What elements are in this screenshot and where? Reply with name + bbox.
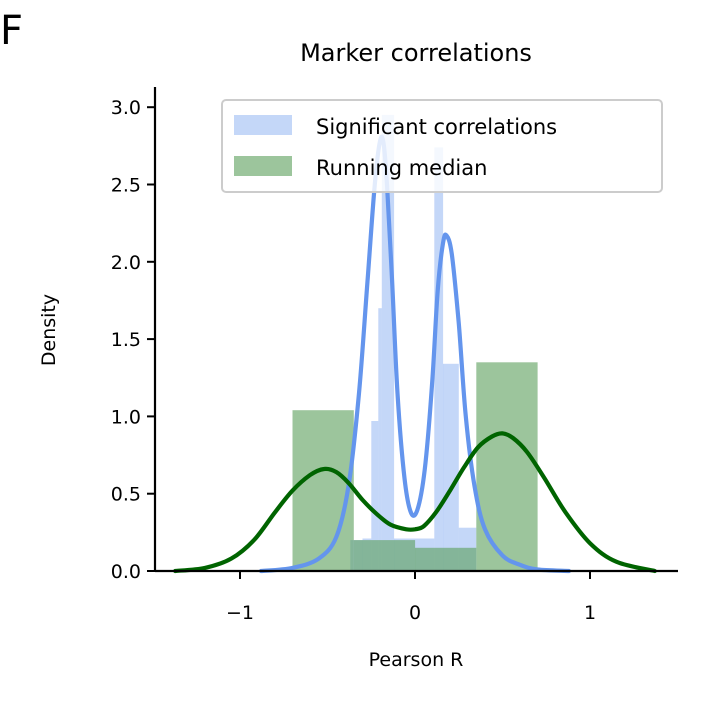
histogram-bar: [378, 308, 382, 571]
histogram-bar: [371, 421, 379, 571]
kde-line-significant-correlations: [258, 134, 572, 574]
chart-title: Marker correlations: [300, 39, 532, 67]
y-tick-label: 3.0: [111, 97, 141, 119]
y-tick-label: 1.5: [111, 329, 141, 351]
histogram-bar: [415, 547, 477, 571]
x-tick-label: 0: [409, 602, 421, 624]
y-tick-label: 2.0: [111, 252, 141, 274]
histogram-bar: [434, 147, 444, 571]
y-axis-label: Density: [38, 294, 60, 366]
bars-running-median: [292, 362, 538, 571]
legend-label-running-median: Running median: [316, 156, 487, 180]
legend-label-significant-correlations: Significant correlations: [316, 115, 557, 139]
histogram-bar: [443, 363, 459, 571]
kde-line-running-median: [173, 431, 657, 574]
x-tick-label: 1: [584, 602, 596, 624]
x-tick-label: −1: [226, 602, 254, 624]
y-tick-label: 0.0: [111, 561, 141, 583]
legend-swatch-running-median: [234, 156, 292, 176]
y-ticks: 0.0 0.5 1.0 1.5 2.0 2.5 3.0: [111, 97, 155, 583]
y-tick-label: 1.0: [111, 406, 141, 428]
legend-swatch-significant-correlations: [234, 115, 292, 135]
legend-frame: [221, 99, 663, 193]
kde-curves: [173, 134, 657, 574]
histogram-bars: [292, 114, 538, 572]
histogram-bar: [476, 362, 538, 571]
y-tick-label: 2.5: [111, 175, 141, 197]
legend: Significant correlations Running median: [221, 99, 663, 193]
y-tick-label: 0.5: [111, 484, 141, 506]
panel-letter: F: [0, 8, 23, 54]
x-ticks: −1 0 1: [226, 571, 596, 624]
histogram-bar: [353, 540, 416, 571]
x-axis-label: Pearson R: [369, 649, 464, 671]
histogram-bar: [292, 410, 354, 571]
